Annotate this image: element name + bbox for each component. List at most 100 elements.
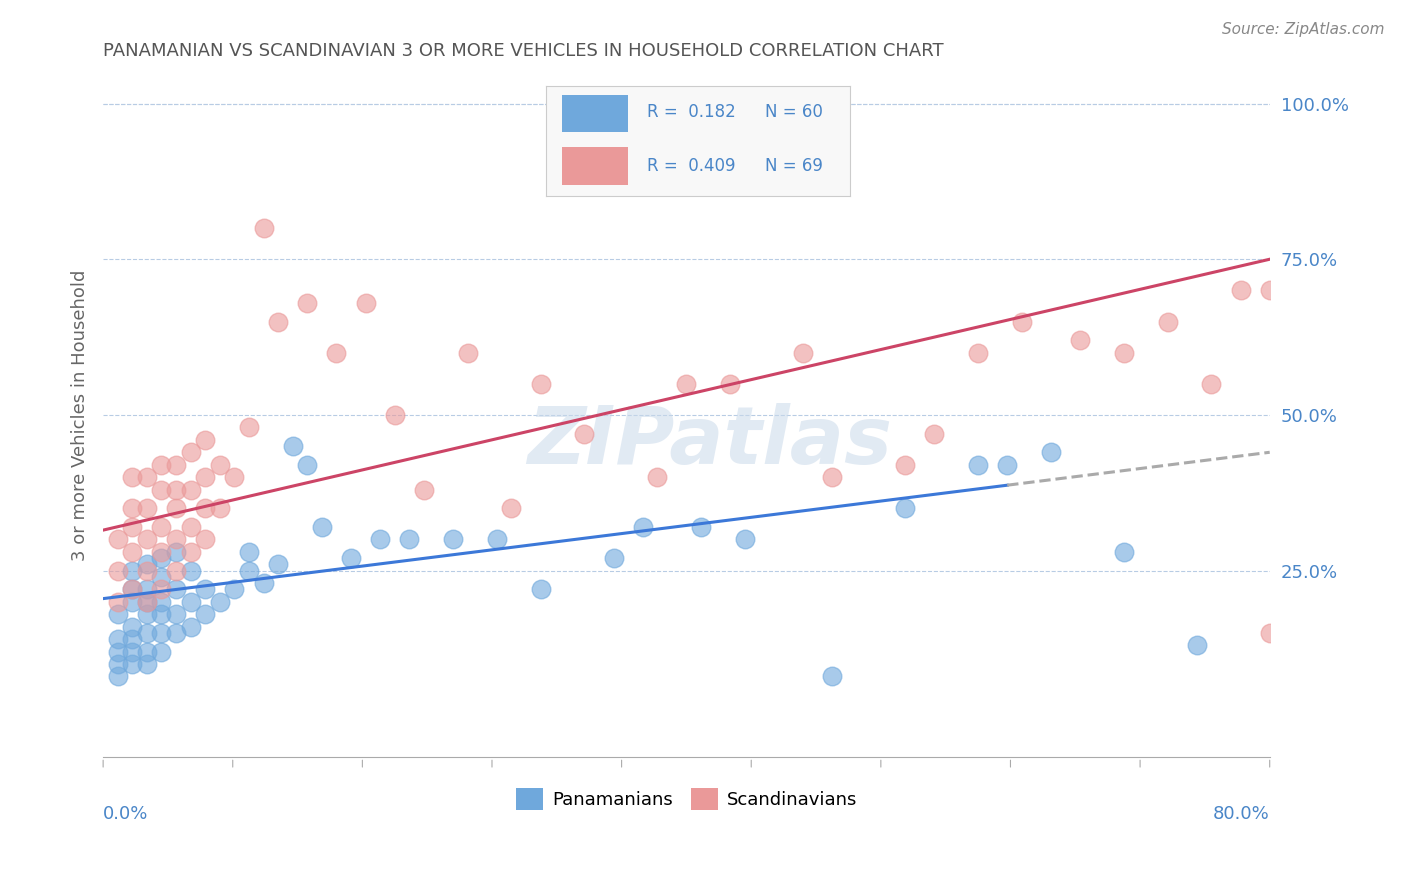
Point — [501, 501, 523, 516]
Point — [165, 458, 187, 472]
Point — [121, 564, 143, 578]
Point — [208, 595, 231, 609]
Point — [311, 520, 333, 534]
Point — [574, 426, 596, 441]
Y-axis label: 3 or more Vehicles in Household: 3 or more Vehicles in Household — [72, 269, 89, 560]
Point — [1288, 625, 1310, 640]
Point — [340, 551, 363, 566]
Point — [107, 669, 129, 683]
Point — [1317, 625, 1340, 640]
Point — [107, 632, 129, 646]
Point — [121, 620, 143, 634]
Point — [165, 625, 187, 640]
Point — [150, 595, 173, 609]
Point — [135, 607, 157, 622]
Point — [150, 458, 173, 472]
Point — [121, 520, 143, 534]
Point — [208, 501, 231, 516]
Point — [252, 221, 274, 235]
Legend: Panamanians, Scandinavians: Panamanians, Scandinavians — [509, 780, 865, 817]
Point — [121, 657, 143, 671]
Point — [967, 458, 990, 472]
Point — [734, 533, 756, 547]
Point — [180, 564, 202, 578]
Point — [1069, 333, 1091, 347]
Point — [150, 644, 173, 658]
Point — [135, 657, 157, 671]
Point — [645, 470, 668, 484]
Point — [238, 420, 260, 434]
Text: Source: ZipAtlas.com: Source: ZipAtlas.com — [1222, 22, 1385, 37]
Point — [150, 570, 173, 584]
Point — [267, 314, 290, 328]
Point — [1375, 345, 1398, 359]
Point — [135, 625, 157, 640]
Point — [180, 595, 202, 609]
Point — [135, 644, 157, 658]
Point — [165, 607, 187, 622]
Point — [107, 657, 129, 671]
Point — [529, 376, 551, 391]
Point — [165, 564, 187, 578]
Point — [194, 582, 217, 597]
Point — [821, 470, 844, 484]
Point — [1201, 376, 1223, 391]
Point — [325, 345, 347, 359]
Point — [354, 295, 377, 310]
Point — [121, 470, 143, 484]
Point — [107, 533, 129, 547]
Text: 80.0%: 80.0% — [1213, 805, 1270, 823]
Point — [894, 458, 917, 472]
Point — [135, 558, 157, 572]
Point — [792, 345, 814, 359]
Point — [1346, 171, 1368, 186]
Point — [1156, 314, 1178, 328]
Point — [165, 483, 187, 497]
Point — [224, 582, 246, 597]
Point — [194, 501, 217, 516]
Point — [297, 295, 319, 310]
Point — [238, 564, 260, 578]
Point — [150, 607, 173, 622]
Point — [1185, 638, 1208, 652]
Point — [1112, 345, 1135, 359]
Point — [995, 458, 1018, 472]
Text: ZIPatlas: ZIPatlas — [527, 403, 893, 482]
Point — [384, 408, 406, 422]
Point — [150, 520, 173, 534]
Text: 0.0%: 0.0% — [103, 805, 149, 823]
Point — [121, 582, 143, 597]
Point — [413, 483, 436, 497]
Point — [121, 595, 143, 609]
Point — [675, 376, 697, 391]
Point — [1011, 314, 1033, 328]
Point — [718, 376, 741, 391]
Point — [180, 483, 202, 497]
Point — [821, 669, 844, 683]
Point — [150, 551, 173, 566]
Point — [150, 483, 173, 497]
Point — [457, 345, 479, 359]
Point — [121, 545, 143, 559]
Text: PANAMANIAN VS SCANDINAVIAN 3 OR MORE VEHICLES IN HOUSEHOLD CORRELATION CHART: PANAMANIAN VS SCANDINAVIAN 3 OR MORE VEH… — [103, 42, 943, 60]
Point — [1112, 545, 1135, 559]
Point — [180, 445, 202, 459]
Point — [194, 533, 217, 547]
Point — [150, 582, 173, 597]
Point — [485, 533, 508, 547]
Point — [121, 501, 143, 516]
Point — [135, 595, 157, 609]
Point — [165, 533, 187, 547]
Point — [297, 458, 319, 472]
Point — [631, 520, 654, 534]
Point — [1405, 271, 1406, 285]
Point — [107, 564, 129, 578]
Point — [967, 345, 990, 359]
Point — [1258, 625, 1281, 640]
Point — [194, 607, 217, 622]
Point — [1039, 445, 1062, 459]
Point — [150, 545, 173, 559]
Point — [441, 533, 464, 547]
Point — [1258, 284, 1281, 298]
Point — [150, 625, 173, 640]
